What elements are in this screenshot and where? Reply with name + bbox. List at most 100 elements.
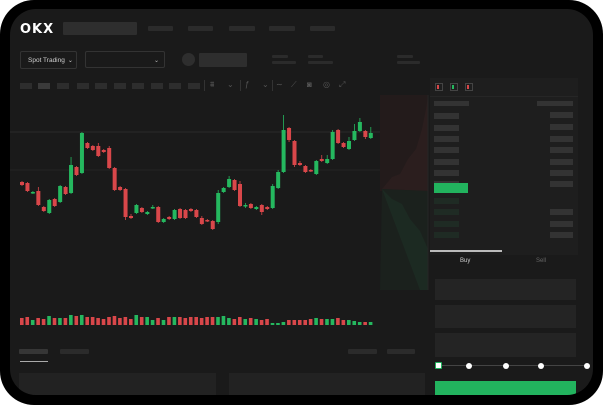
coin-icon: [182, 53, 195, 66]
volume-bar: [30, 320, 35, 325]
chevron-down-icon[interactable]: ⌄: [262, 80, 269, 89]
timeframe-button[interactable]: [20, 83, 32, 89]
filter-button[interactable]: [387, 349, 415, 354]
amount-slider-handle[interactable]: [435, 362, 442, 369]
volume-bar: [167, 317, 171, 325]
ask-price[interactable]: [434, 136, 459, 142]
camera-icon[interactable]: ◙: [307, 80, 312, 89]
ask-amount: [550, 147, 573, 153]
candle: [25, 183, 30, 191]
total-input[interactable]: [435, 333, 576, 357]
candle: [30, 192, 35, 194]
nav-item[interactable]: [188, 26, 213, 31]
fullscreen-icon[interactable]: ⤢: [339, 80, 346, 89]
ask-price[interactable]: [434, 159, 459, 165]
ruler-icon[interactable]: ⟋: [291, 80, 297, 89]
market-dropdown[interactable]: Spot Trading ⌄: [20, 51, 77, 69]
bid-price[interactable]: [434, 198, 459, 204]
timeframe-button[interactable]: [38, 83, 50, 89]
divider: [204, 80, 205, 91]
bid-price[interactable]: [434, 209, 459, 215]
tab-sell[interactable]: Sell: [536, 258, 547, 264]
nav-item[interactable]: [269, 26, 295, 31]
slider-stop-100[interactable]: [584, 363, 590, 369]
indicator-icon[interactable]: ƒ: [245, 80, 250, 89]
price-input[interactable]: [435, 279, 576, 300]
bid-price[interactable]: [434, 221, 459, 227]
volume-bar: [368, 322, 373, 325]
timeframe-button[interactable]: [57, 83, 69, 89]
slider-stop-25[interactable]: [466, 363, 472, 369]
amount-slider-track[interactable]: [438, 365, 588, 366]
candle: [368, 133, 373, 138]
candle: [281, 130, 286, 172]
settings-icon[interactable]: ◎: [323, 80, 330, 89]
timeframe-button[interactable]: [77, 83, 89, 89]
ask-price[interactable]: [434, 170, 459, 176]
bid-price[interactable]: [434, 232, 459, 238]
timeframe-button[interactable]: [132, 83, 144, 89]
volume-bar: [194, 317, 198, 325]
tab-order-history[interactable]: [60, 349, 89, 354]
volume-bar: [238, 317, 242, 325]
nav-item[interactable]: [310, 26, 335, 31]
volume-bar: [41, 319, 46, 325]
timeframe-button[interactable]: [188, 83, 200, 89]
search-bar[interactable]: [63, 22, 137, 35]
volume-bar: [156, 318, 160, 325]
filter-button[interactable]: [348, 349, 377, 354]
candle: [69, 165, 74, 193]
candle: [248, 204, 253, 208]
slider-stop-75[interactable]: [538, 363, 544, 369]
bid-amount: [550, 221, 573, 227]
tab-open-orders[interactable]: [19, 349, 48, 354]
divider: [240, 80, 241, 91]
candle: [292, 141, 297, 165]
candle: [156, 207, 161, 222]
candle: [363, 131, 368, 137]
timeframe-button[interactable]: [95, 83, 107, 89]
amount-input[interactable]: [435, 305, 576, 328]
candle: [41, 207, 46, 211]
nav-item[interactable]: [229, 26, 255, 31]
orderbook-both-icon[interactable]: [435, 83, 443, 91]
timeframe-button[interactable]: [151, 83, 163, 89]
candle: [194, 210, 199, 217]
candles-icon[interactable]: ⩩: [210, 80, 215, 89]
tab-buy[interactable]: Buy: [460, 258, 471, 264]
candle: [352, 131, 357, 140]
orderbook-bids-icon[interactable]: [450, 83, 458, 91]
line-icon[interactable]: ∼: [276, 80, 283, 89]
candle: [139, 208, 144, 212]
volume-bar: [145, 317, 149, 325]
volume-bar: [216, 317, 220, 325]
ask-price[interactable]: [434, 147, 459, 153]
ask-price[interactable]: [434, 125, 459, 131]
candle: [161, 219, 166, 222]
ask-price[interactable]: [434, 113, 459, 119]
candle: [232, 180, 237, 190]
price-chart[interactable]: [10, 9, 430, 339]
app-screen: OKX Spot Trading ⌄ ⌄ ⩩ ⌄ ƒ ⌄ ∼ ⟋ ◙ ◎ ⤢: [10, 9, 593, 395]
volume-bar: [96, 318, 100, 325]
buy-button[interactable]: [435, 381, 576, 395]
divider: [272, 80, 273, 91]
last-price: [434, 183, 468, 193]
timeframe-button[interactable]: [114, 83, 126, 89]
volume-bar: [347, 320, 351, 325]
tab-underline: [20, 361, 48, 362]
candle: [63, 187, 68, 194]
volume-bar: [270, 323, 275, 325]
nav-item[interactable]: [148, 26, 173, 31]
slider-stop-50[interactable]: [503, 363, 509, 369]
pair-dropdown[interactable]: ⌄: [85, 51, 165, 68]
chevron-down-icon: ⌄: [153, 58, 159, 64]
chevron-down-icon[interactable]: ⌄: [227, 80, 234, 89]
timeframe-button[interactable]: [169, 83, 181, 89]
candle: [58, 186, 63, 202]
candle: [216, 193, 221, 222]
volume-bar: [58, 318, 62, 325]
orderbook-asks-icon[interactable]: [465, 83, 473, 91]
ask-amount: [550, 159, 573, 165]
candle: [47, 200, 52, 213]
